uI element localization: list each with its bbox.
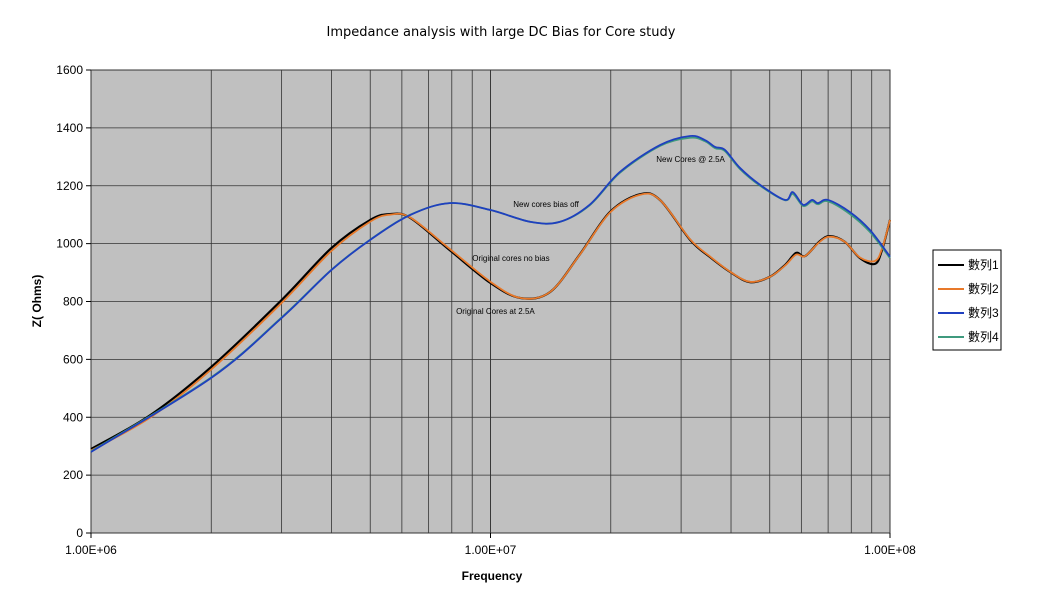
y-tick-label: 0 bbox=[76, 526, 83, 540]
series-line-2 bbox=[90, 192, 891, 452]
legend-label-3: 數列3 bbox=[968, 306, 999, 320]
x-axis-label: Frequency bbox=[462, 569, 523, 583]
x-tick-label: 1.00E+06 bbox=[65, 543, 117, 557]
y-tick-label: 1400 bbox=[56, 121, 83, 135]
annotations: New Cores @ 2.5A New cores bias off Origin… bbox=[456, 155, 725, 316]
chart-title: Impedance analysis with large DC Bias fo… bbox=[327, 25, 676, 40]
annotation-label: New cores bias off bbox=[513, 200, 579, 209]
x-tick-label: 1.00E+08 bbox=[864, 543, 916, 557]
legend-box bbox=[932, 249, 1002, 351]
series-line-3 bbox=[90, 134, 891, 453]
series-lines bbox=[90, 134, 892, 453]
x-tick-label: 1.00E+07 bbox=[465, 543, 517, 557]
y-axis-label: Z( Ohms) bbox=[30, 275, 44, 328]
annotation-label: Original cores no bias bbox=[472, 254, 549, 263]
y-tick-label: 1000 bbox=[56, 237, 83, 251]
annotation-label: Original Cores at 2.5A bbox=[456, 307, 535, 316]
y-tick-label: 1200 bbox=[56, 179, 83, 193]
legend: 數列1 數列2 數列3 數列4 bbox=[932, 249, 1002, 351]
legend-label-2: 數列2 bbox=[968, 282, 999, 296]
y-tick-label: 400 bbox=[63, 410, 83, 424]
tick-labels: 0 200 400 600 800 1000 1200 1400 1600 1.00E+06 1.0… bbox=[56, 63, 916, 557]
legend-label-1: 數列1 bbox=[968, 258, 999, 272]
y-tick-label: 800 bbox=[63, 295, 83, 309]
annotation-label: New Cores @ 2.5A bbox=[656, 155, 725, 164]
y-tick-label: 600 bbox=[63, 352, 83, 366]
legend-label-4: 數列4 bbox=[968, 330, 999, 344]
y-tick-label: 1600 bbox=[56, 63, 83, 77]
y-tick-label: 200 bbox=[63, 468, 83, 482]
